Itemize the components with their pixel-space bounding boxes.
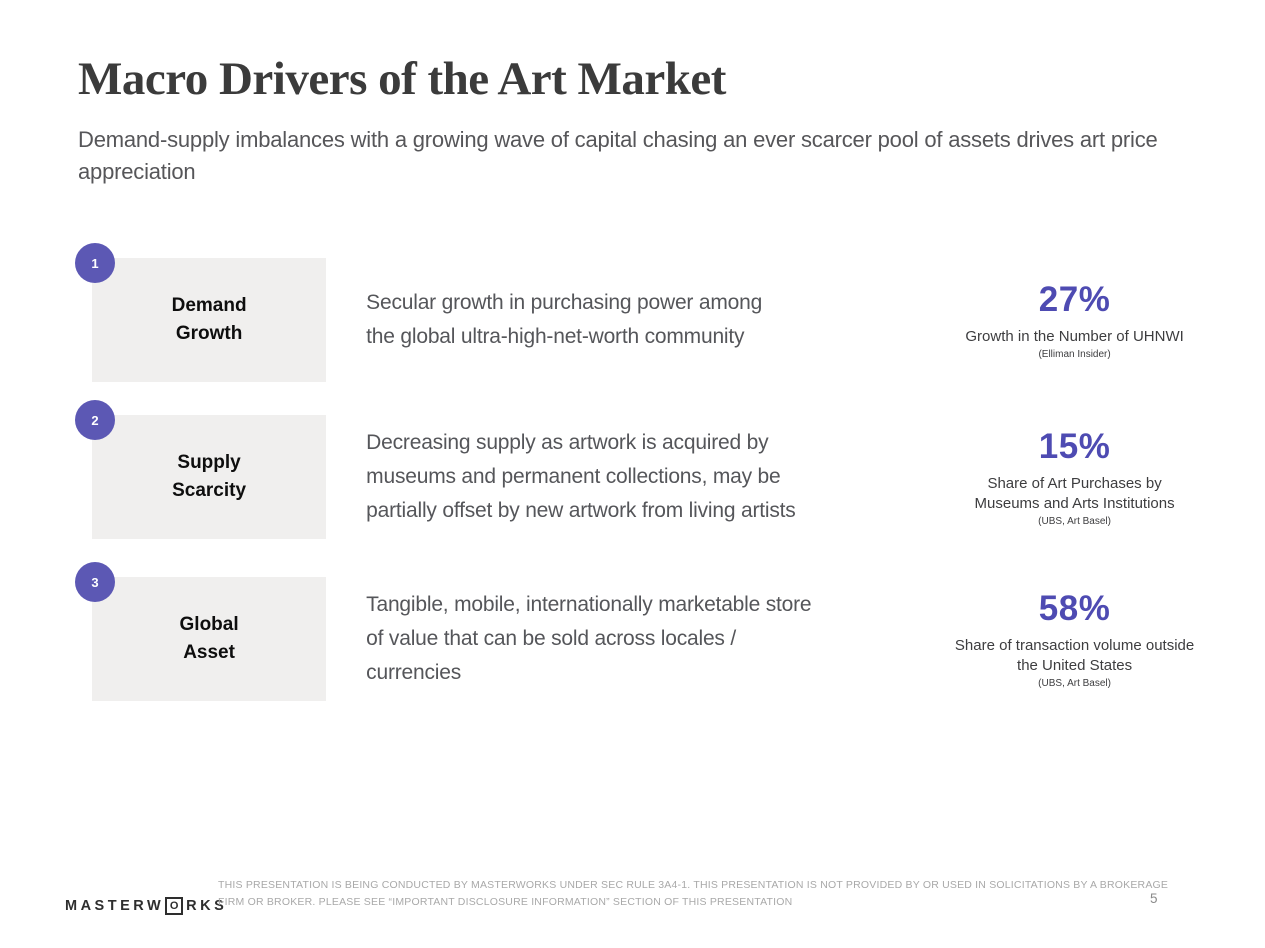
driver-number-badge: 2 [75,400,115,440]
driver-row-supply-scarcity: 2 Supply Scarcity Decreasing supply as a… [75,400,1232,539]
masterworks-logo: MASTERW O RKS [65,897,227,915]
driver-label-line: Demand [171,295,247,317]
disclosure-line: FIRM OR BROKER. PLEASE SEE “IMPORTANT DI… [218,895,793,908]
driver-stat-block: 58% Share of transaction volume outside … [917,589,1232,690]
stat-caption-line: Share of Art Purchases by [987,474,1162,492]
driver-label-box: 3 Global Asset [75,562,327,701]
driver-number-badge: 1 [75,243,115,283]
page-title: Macro Drivers of the Art Market [78,53,726,105]
driver-description: Secular growth in purchasing power among… [366,286,917,354]
description-line: museums and permanent collections, may b… [366,464,781,488]
stat-source: (UBS, Art Basel) [1038,678,1111,690]
driver-row-demand-growth: 1 Demand Growth Secular growth in purcha… [75,243,1232,382]
description-line: the global ultra-high-net-worth communit… [366,325,745,348]
description-line: partially offset by new artwork from liv… [366,499,796,522]
driver-row-global-asset: 3 Global Asset Tangible, mobile, interna… [75,562,1232,701]
logo-text-suffix: RKS [186,898,228,914]
page-subtitle: Demand-supply imbalances with a growing … [78,127,1158,184]
driver-label-box: 1 Demand Growth [75,243,327,382]
stat-caption: Growth in the Number of UHNWI [917,327,1232,347]
driver-number: 1 [91,255,99,271]
stat-caption: Share of Art Purchases by Museums and Ar… [917,474,1232,515]
disclosure-line: THIS PRESENTATION IS BEING CONDUCTED BY … [218,879,1169,891]
stat-caption: Share of transaction volume outside the … [917,636,1232,677]
driver-label-line: Supply [177,452,241,474]
description-line: currencies [366,661,462,684]
page-number: 5 [1150,891,1158,906]
disclosure-text: THIS PRESENTATION IS BEING CONDUCTED BY … [218,877,1243,911]
driver-label-line: Scarcity [172,480,247,501]
stat-caption-line: Museums and Arts Institutions [974,495,1175,512]
stat-caption-line: Growth in the Number of UHNWI [965,327,1184,345]
stat-caption-line: Share of transaction volume outside [954,636,1195,654]
description-line: Decreasing supply as artwork is acquired… [366,430,769,454]
stat-value: 27% [1038,279,1111,319]
driver-description: Decreasing supply as artwork is acquired… [366,426,917,528]
stat-value: 15% [1038,426,1111,466]
driver-number-badge: 3 [75,562,115,602]
driver-stat-block: 27% Growth in the Number of UHNWI (Ellim… [917,280,1232,360]
driver-number: 2 [91,412,99,428]
driver-label-box: 2 Supply Scarcity [75,400,327,539]
description-line: Tangible, mobile, internationally market… [366,592,812,616]
driver-label-line: Growth [175,323,243,344]
driver-stat-block: 15% Share of Art Purchases by Museums an… [917,427,1232,528]
stat-caption-line: the United States [1017,657,1133,674]
driver-description: Tangible, mobile, internationally market… [366,588,917,690]
description-line: of value that can be sold across locales… [366,626,736,650]
stat-source: (Elliman Insider) [1038,349,1111,361]
stat-value: 58% [1038,588,1111,628]
driver-number: 3 [91,574,99,590]
description-line: Secular growth in purchasing power among [366,290,763,314]
driver-label-line: Asset [183,642,235,663]
driver-label-line: Global [179,614,239,636]
stat-source: (UBS, Art Basel) [1038,516,1111,528]
logo-text-prefix: MASTERW [65,898,165,914]
logo-o-icon: O [165,897,184,915]
